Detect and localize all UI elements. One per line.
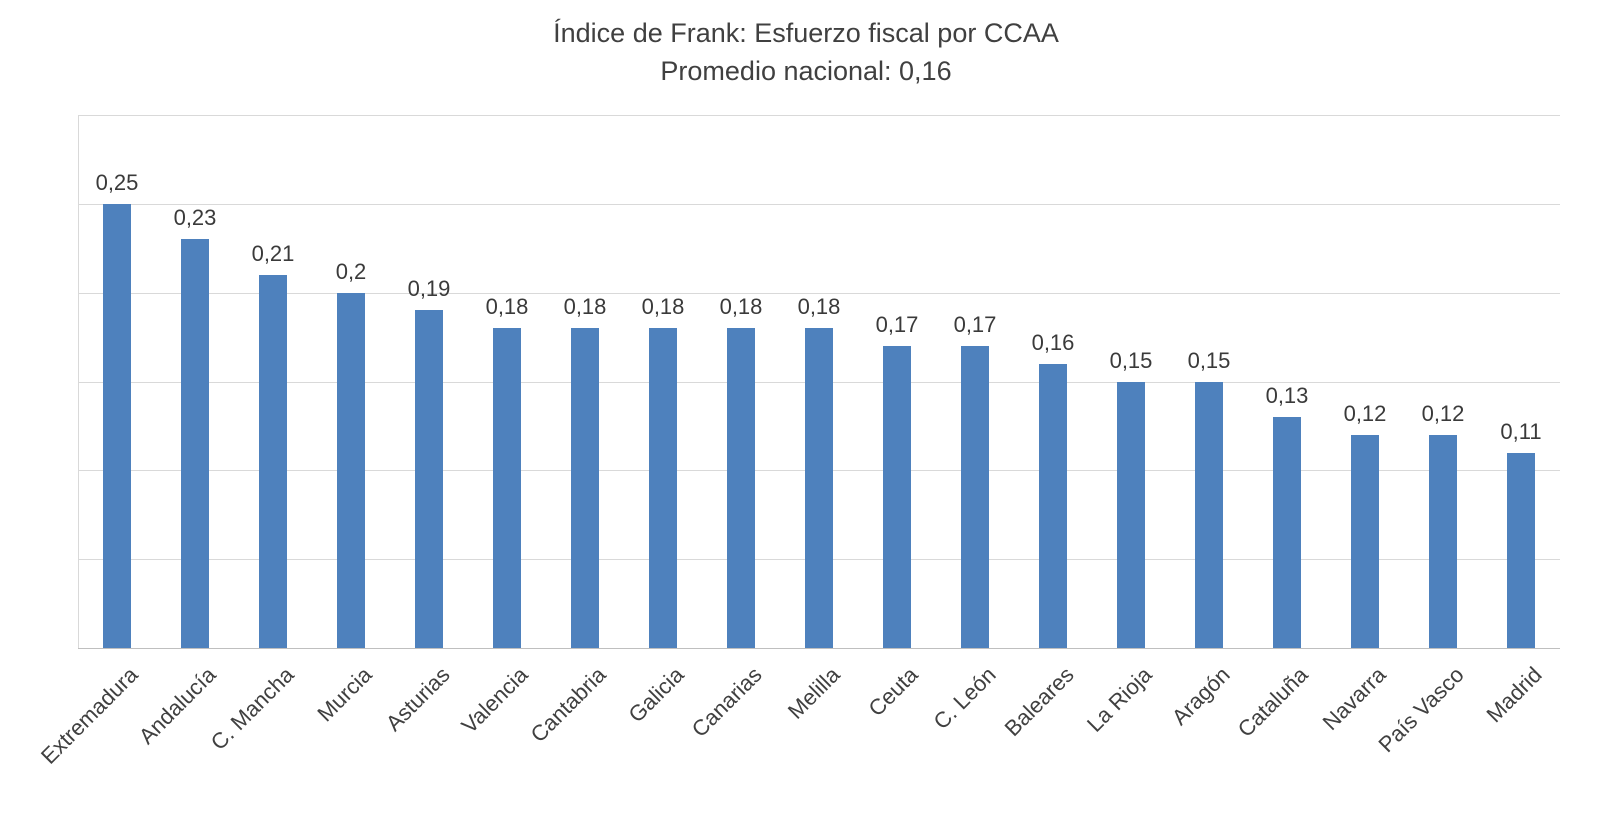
bar [1039,363,1067,648]
bar-value-label: 0,17 [875,311,919,337]
bar-value-label: 0,15 [1109,347,1153,373]
bar-value-label: 0,15 [1187,347,1231,373]
x-axis-label: C. Mancha [205,662,299,755]
x-axis-label: La Rioja [1081,662,1157,737]
bar-value-label: 0,16 [1031,329,1075,355]
x-axis-label: Extremadura [35,662,143,769]
x-axis-label: Baleares [999,662,1079,742]
bar-value-label: 0,13 [1265,383,1309,409]
bar [649,328,677,648]
x-axis-label: Canarias [686,662,767,742]
chart-title-line2: Promedio nacional: 0,16 [660,56,952,86]
y-axis-line [78,115,79,648]
bar [571,328,599,648]
chart-title-line1: Índice de Frank: Esfuerzo fiscal por CCA… [553,18,1059,48]
bar [103,203,131,648]
bar [883,345,911,648]
bar [1117,381,1145,648]
x-axis-label: Madrid [1481,662,1547,728]
bar-value-label: 0,12 [1343,400,1387,426]
bar [337,292,365,648]
bar-value-label: 0,19 [407,276,451,302]
x-axis-label: C. León [928,662,1001,735]
bar-value-label: 0,18 [719,294,763,320]
bar-value-label: 0,17 [953,311,997,337]
bar-value-label: 0,18 [485,294,529,320]
bar-value-label: 0,18 [797,294,841,320]
bar [727,328,755,648]
gridline [78,292,1560,294]
x-axis-label: Cantabria [525,662,611,748]
bar-value-label: 0,18 [641,294,685,320]
bar-value-label: 0,25 [95,169,139,195]
x-axis-label: Cataluña [1232,662,1313,742]
bar [1351,434,1379,648]
bar [961,345,989,648]
bar [805,328,833,648]
bar-value-label: 0,18 [563,294,607,320]
bar-value-label: 0,11 [1500,418,1542,444]
x-axis-label: Asturias [380,662,455,736]
x-axis-label: Murcia [312,662,377,727]
x-axis-label: Aragón [1166,662,1235,730]
bar-value-label: 0,21 [251,240,295,266]
x-axis-label: Valencia [456,662,533,739]
bar-value-label: 0,23 [173,205,217,231]
gridline [78,115,1560,116]
bar [1507,452,1535,648]
bar-value-label: 0,2 [335,258,367,284]
x-axis-label: Navarra [1317,662,1391,736]
chart-title: Índice de Frank: Esfuerzo fiscal por CCA… [0,14,1612,90]
bar [259,274,287,648]
x-axis-label: Melilla [782,662,845,724]
bar [1195,381,1223,648]
bar [415,310,443,648]
bar [1273,417,1301,648]
x-axis-label: Galicia [623,662,689,728]
bar [1429,434,1457,648]
bar-value-label: 0,12 [1421,400,1465,426]
gridline [78,203,1560,205]
bar [181,239,209,648]
x-axis-label: Ceuta [863,662,923,722]
bar [493,328,521,648]
plot-area: 0,25 Extremadura 0,23 Andalucía 0,21 C. Manch… [36,115,1560,769]
x-axis-line [78,648,1560,649]
